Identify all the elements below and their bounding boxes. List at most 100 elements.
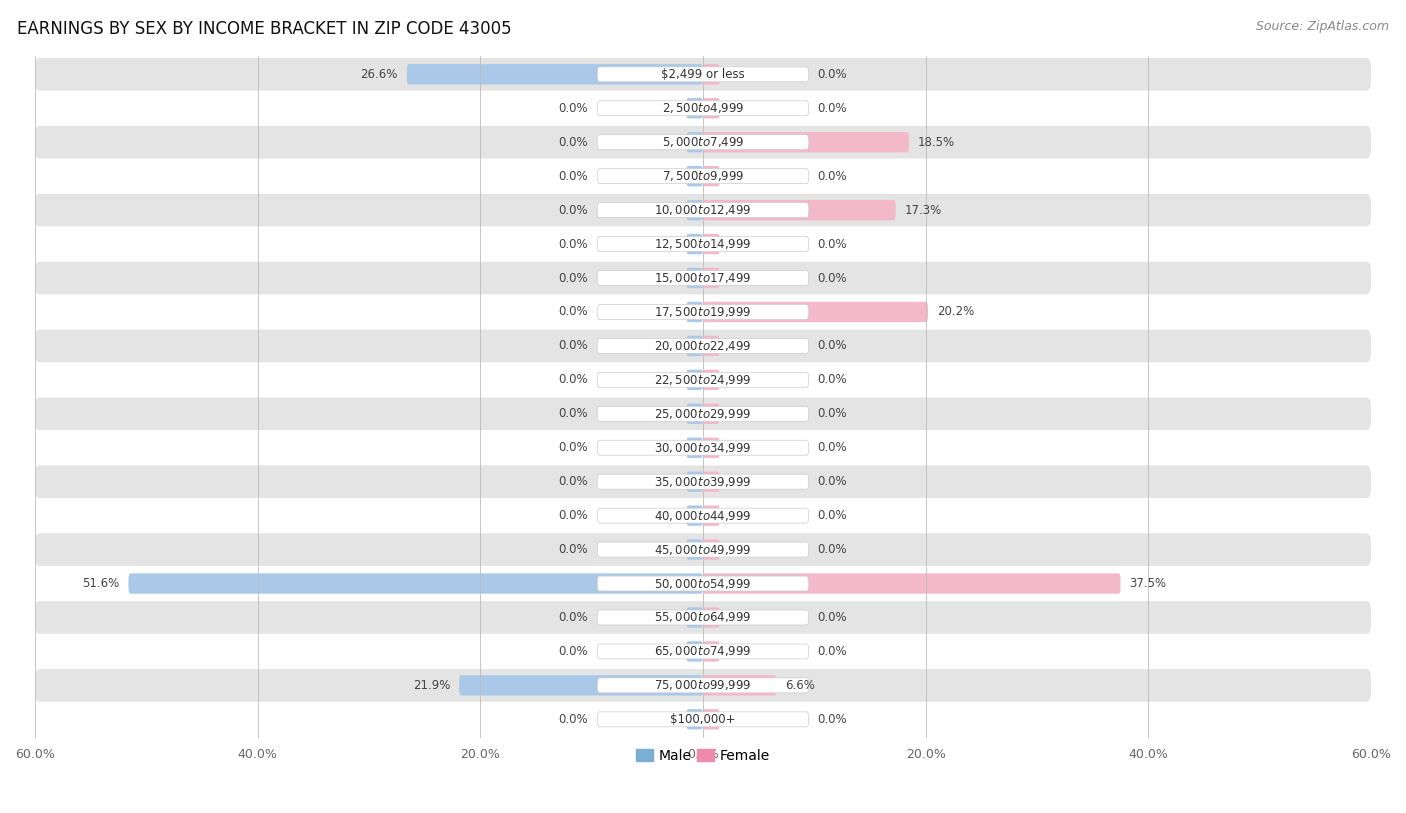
FancyBboxPatch shape [686, 234, 703, 254]
Text: 0.0%: 0.0% [818, 713, 848, 726]
FancyBboxPatch shape [703, 709, 720, 729]
FancyBboxPatch shape [686, 437, 703, 458]
FancyBboxPatch shape [35, 262, 1371, 294]
Text: 0.0%: 0.0% [818, 102, 848, 115]
Text: 0.0%: 0.0% [558, 136, 588, 149]
Text: 0.0%: 0.0% [558, 237, 588, 250]
FancyBboxPatch shape [598, 135, 808, 150]
FancyBboxPatch shape [598, 406, 808, 421]
FancyBboxPatch shape [35, 567, 1371, 600]
FancyBboxPatch shape [703, 539, 720, 560]
FancyBboxPatch shape [703, 64, 720, 85]
Text: 0.0%: 0.0% [558, 475, 588, 488]
FancyBboxPatch shape [35, 193, 1371, 226]
Text: 0.0%: 0.0% [818, 543, 848, 556]
FancyBboxPatch shape [703, 641, 720, 662]
Text: 0.0%: 0.0% [558, 645, 588, 658]
FancyBboxPatch shape [406, 64, 703, 85]
FancyBboxPatch shape [703, 336, 720, 356]
Text: 0.0%: 0.0% [818, 509, 848, 522]
FancyBboxPatch shape [35, 126, 1371, 159]
FancyBboxPatch shape [686, 539, 703, 560]
FancyBboxPatch shape [703, 472, 720, 492]
Text: 0.0%: 0.0% [818, 441, 848, 454]
Text: $2,499 or less: $2,499 or less [661, 67, 745, 80]
FancyBboxPatch shape [598, 542, 808, 557]
FancyBboxPatch shape [703, 675, 776, 696]
Text: $7,500 to $9,999: $7,500 to $9,999 [662, 169, 744, 183]
Text: 0.0%: 0.0% [818, 475, 848, 488]
FancyBboxPatch shape [686, 166, 703, 186]
Text: 0.0%: 0.0% [558, 407, 588, 420]
FancyBboxPatch shape [598, 372, 808, 387]
Text: 26.6%: 26.6% [360, 67, 398, 80]
Text: 18.5%: 18.5% [918, 136, 955, 149]
Text: 0.0%: 0.0% [558, 543, 588, 556]
Text: $45,000 to $49,999: $45,000 to $49,999 [654, 542, 752, 557]
FancyBboxPatch shape [703, 403, 720, 424]
FancyBboxPatch shape [35, 635, 1371, 667]
Text: Source: ZipAtlas.com: Source: ZipAtlas.com [1256, 20, 1389, 33]
FancyBboxPatch shape [598, 202, 808, 218]
Text: 0.0%: 0.0% [818, 237, 848, 250]
FancyBboxPatch shape [598, 338, 808, 354]
Text: 0.0%: 0.0% [558, 339, 588, 352]
FancyBboxPatch shape [703, 437, 720, 458]
FancyBboxPatch shape [598, 474, 808, 489]
FancyBboxPatch shape [598, 644, 808, 659]
FancyBboxPatch shape [686, 336, 703, 356]
Text: 0.0%: 0.0% [818, 272, 848, 285]
Text: 0.0%: 0.0% [818, 611, 848, 624]
Text: 21.9%: 21.9% [413, 679, 450, 692]
Text: 0.0%: 0.0% [818, 645, 848, 658]
Text: $12,500 to $14,999: $12,500 to $14,999 [654, 237, 752, 251]
FancyBboxPatch shape [35, 160, 1371, 193]
Text: $50,000 to $54,999: $50,000 to $54,999 [654, 576, 752, 590]
FancyBboxPatch shape [598, 610, 808, 625]
FancyBboxPatch shape [686, 267, 703, 288]
FancyBboxPatch shape [598, 101, 808, 115]
Text: $55,000 to $64,999: $55,000 to $64,999 [654, 611, 752, 624]
Text: $40,000 to $44,999: $40,000 to $44,999 [654, 509, 752, 523]
FancyBboxPatch shape [35, 296, 1371, 328]
FancyBboxPatch shape [598, 271, 808, 285]
Text: $5,000 to $7,499: $5,000 to $7,499 [662, 135, 744, 150]
FancyBboxPatch shape [686, 641, 703, 662]
FancyBboxPatch shape [35, 58, 1371, 90]
FancyBboxPatch shape [35, 703, 1371, 736]
FancyBboxPatch shape [35, 363, 1371, 396]
FancyBboxPatch shape [35, 398, 1371, 430]
FancyBboxPatch shape [703, 573, 1121, 593]
FancyBboxPatch shape [35, 601, 1371, 634]
FancyBboxPatch shape [686, 506, 703, 526]
Text: $25,000 to $29,999: $25,000 to $29,999 [654, 406, 752, 421]
FancyBboxPatch shape [128, 573, 703, 593]
FancyBboxPatch shape [598, 305, 808, 320]
FancyBboxPatch shape [703, 234, 720, 254]
FancyBboxPatch shape [703, 200, 896, 220]
FancyBboxPatch shape [35, 669, 1371, 702]
FancyBboxPatch shape [35, 92, 1371, 124]
Text: 17.3%: 17.3% [904, 203, 942, 216]
FancyBboxPatch shape [686, 709, 703, 729]
Text: 0.0%: 0.0% [818, 407, 848, 420]
FancyBboxPatch shape [598, 441, 808, 455]
FancyBboxPatch shape [598, 168, 808, 184]
Text: 0.0%: 0.0% [818, 373, 848, 386]
FancyBboxPatch shape [686, 132, 703, 152]
FancyBboxPatch shape [598, 508, 808, 523]
FancyBboxPatch shape [703, 607, 720, 628]
FancyBboxPatch shape [35, 329, 1371, 363]
FancyBboxPatch shape [598, 576, 808, 591]
Text: $30,000 to $34,999: $30,000 to $34,999 [654, 441, 752, 454]
Text: 0.0%: 0.0% [558, 170, 588, 183]
Text: $75,000 to $99,999: $75,000 to $99,999 [654, 678, 752, 693]
FancyBboxPatch shape [703, 132, 910, 152]
FancyBboxPatch shape [35, 499, 1371, 532]
FancyBboxPatch shape [686, 403, 703, 424]
Text: $20,000 to $22,499: $20,000 to $22,499 [654, 339, 752, 353]
Legend: Male, Female: Male, Female [631, 743, 775, 768]
FancyBboxPatch shape [35, 432, 1371, 464]
Text: 51.6%: 51.6% [83, 577, 120, 590]
FancyBboxPatch shape [598, 67, 808, 82]
